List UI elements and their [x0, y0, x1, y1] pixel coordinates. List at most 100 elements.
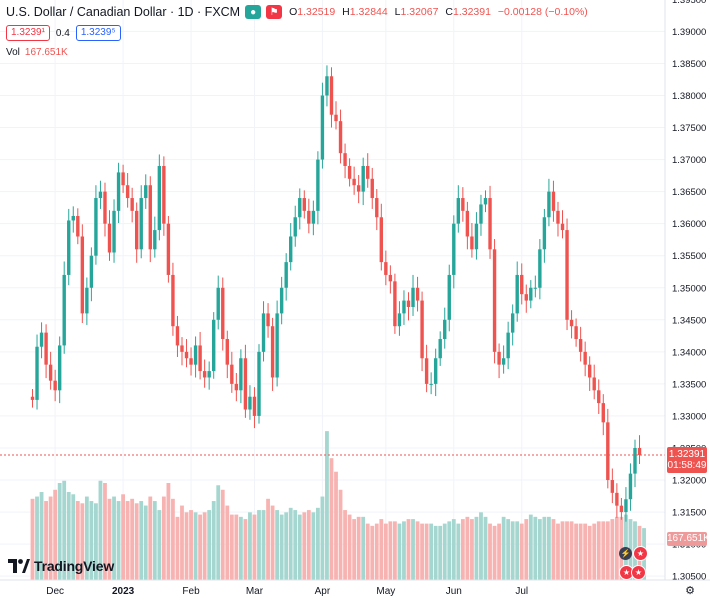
flash-event-icon[interactable]: ⚡	[619, 547, 632, 560]
volume-bar	[488, 523, 492, 580]
live-indicator-icon[interactable]: ●	[245, 5, 262, 19]
candle-body	[578, 339, 583, 352]
volume-bar	[306, 510, 311, 580]
volume-bar	[175, 516, 180, 580]
candle-body	[67, 220, 71, 275]
price-candles	[30, 65, 642, 522]
candle-body	[53, 380, 57, 391]
us-flag-event-icon[interactable]: ★	[633, 546, 648, 561]
volume-bar	[284, 512, 289, 580]
price-axis[interactable]: 1.305001.310001.315001.320001.325001.330…	[672, 0, 706, 583]
volume-bar	[39, 492, 44, 580]
candle-body	[57, 345, 62, 391]
volume-bar	[442, 523, 447, 580]
candle-body	[261, 313, 266, 352]
candle-body	[542, 217, 547, 250]
candle-body	[479, 204, 483, 224]
price-tick-label: 1.31500	[672, 508, 706, 519]
candle-body	[94, 198, 98, 256]
candle-body	[452, 223, 456, 275]
time-tick-label: Mar	[246, 586, 264, 597]
buy-price-button[interactable]: 1.3239⁵	[75, 25, 121, 41]
candle-body	[633, 447, 637, 474]
volume-bar	[402, 521, 406, 580]
volume-bar	[352, 519, 357, 580]
volume-bar	[112, 496, 116, 580]
volume-bar	[433, 525, 438, 580]
volume-bar	[116, 501, 121, 580]
us-flag-event-icon[interactable]: ★	[631, 565, 646, 580]
chart-legend: U.S. Dollar / Canadian Dollar · 1D · FXC…	[6, 4, 592, 58]
bar-countdown: 01:58:49	[667, 460, 707, 472]
candle-body	[189, 358, 193, 365]
volume-bar	[569, 521, 574, 580]
candle-body	[628, 473, 633, 500]
volume-bar	[84, 496, 89, 580]
volume-bar	[465, 516, 470, 580]
time-tick-label: Jun	[446, 586, 462, 597]
volume-bar	[470, 519, 474, 580]
time-tick-label: Jul	[515, 586, 528, 597]
candle-body	[130, 198, 134, 211]
candle-body	[302, 198, 306, 211]
volume-bar	[134, 503, 139, 580]
volume-bar	[605, 521, 610, 580]
tradingview-logo[interactable]: TradingView	[8, 558, 114, 574]
volume-bar	[424, 523, 429, 580]
volume-bar	[565, 521, 569, 580]
volume-bar	[356, 516, 361, 580]
volume-bar	[614, 516, 619, 580]
volume-label[interactable]: Vol	[6, 47, 20, 58]
candle-body	[329, 76, 334, 115]
volume-bar	[94, 503, 98, 580]
settings-icon[interactable]: ⚙	[685, 585, 695, 597]
volume-bar	[542, 516, 547, 580]
price-tick-label: 1.39500	[672, 0, 706, 6]
candle-body	[438, 339, 442, 359]
volume-bar	[248, 512, 252, 580]
volume-bar	[238, 516, 243, 580]
price-tick-label: 1.39000	[672, 27, 706, 38]
candle-body	[465, 210, 470, 237]
volume-bar	[62, 480, 67, 580]
volume-bar	[211, 501, 216, 580]
price-tick-label: 1.38000	[672, 91, 706, 102]
symbol-title[interactable]: U.S. Dollar / Canadian Dollar · 1D · FXC…	[6, 5, 241, 19]
candle-body	[424, 358, 429, 384]
volume-bar	[152, 501, 157, 580]
volume-bar	[601, 521, 606, 580]
candle-body	[180, 345, 184, 352]
volume-bar	[130, 498, 135, 580]
candle-body	[139, 198, 143, 250]
volume-bar	[57, 483, 62, 580]
price-tick-label: 1.30500	[672, 572, 706, 583]
volume-bar	[479, 512, 483, 580]
volume-bar	[75, 501, 80, 580]
candle-body	[325, 76, 329, 96]
volume-bar	[388, 521, 393, 580]
volume-bar	[429, 523, 434, 580]
price-tick-label: 1.37500	[672, 123, 706, 134]
volume-tag: 167.651K	[667, 532, 710, 546]
volume-bar	[343, 510, 347, 580]
candle-body	[610, 480, 615, 493]
time-tick-label: Apr	[315, 586, 331, 597]
candle-body	[524, 294, 528, 301]
time-axis[interactable]: Dec 2023 Feb Mar Apr May Jun Jul	[46, 586, 528, 597]
candle-body	[275, 313, 279, 378]
volume-bar	[266, 498, 270, 580]
candle-body	[402, 300, 406, 314]
candle-body	[506, 332, 510, 359]
candle-body	[515, 274, 519, 314]
sell-price-button[interactable]: 1.3239¹	[6, 25, 50, 41]
volume-bar	[528, 514, 533, 580]
volume-bar	[483, 516, 488, 580]
volume-bar	[207, 510, 212, 580]
volume-bar	[71, 494, 76, 580]
candle-body	[62, 274, 66, 346]
candle-body	[311, 210, 316, 224]
volume-bar	[578, 523, 583, 580]
flag-icon[interactable]: ⚑	[266, 5, 283, 19]
candle-body	[153, 230, 157, 250]
